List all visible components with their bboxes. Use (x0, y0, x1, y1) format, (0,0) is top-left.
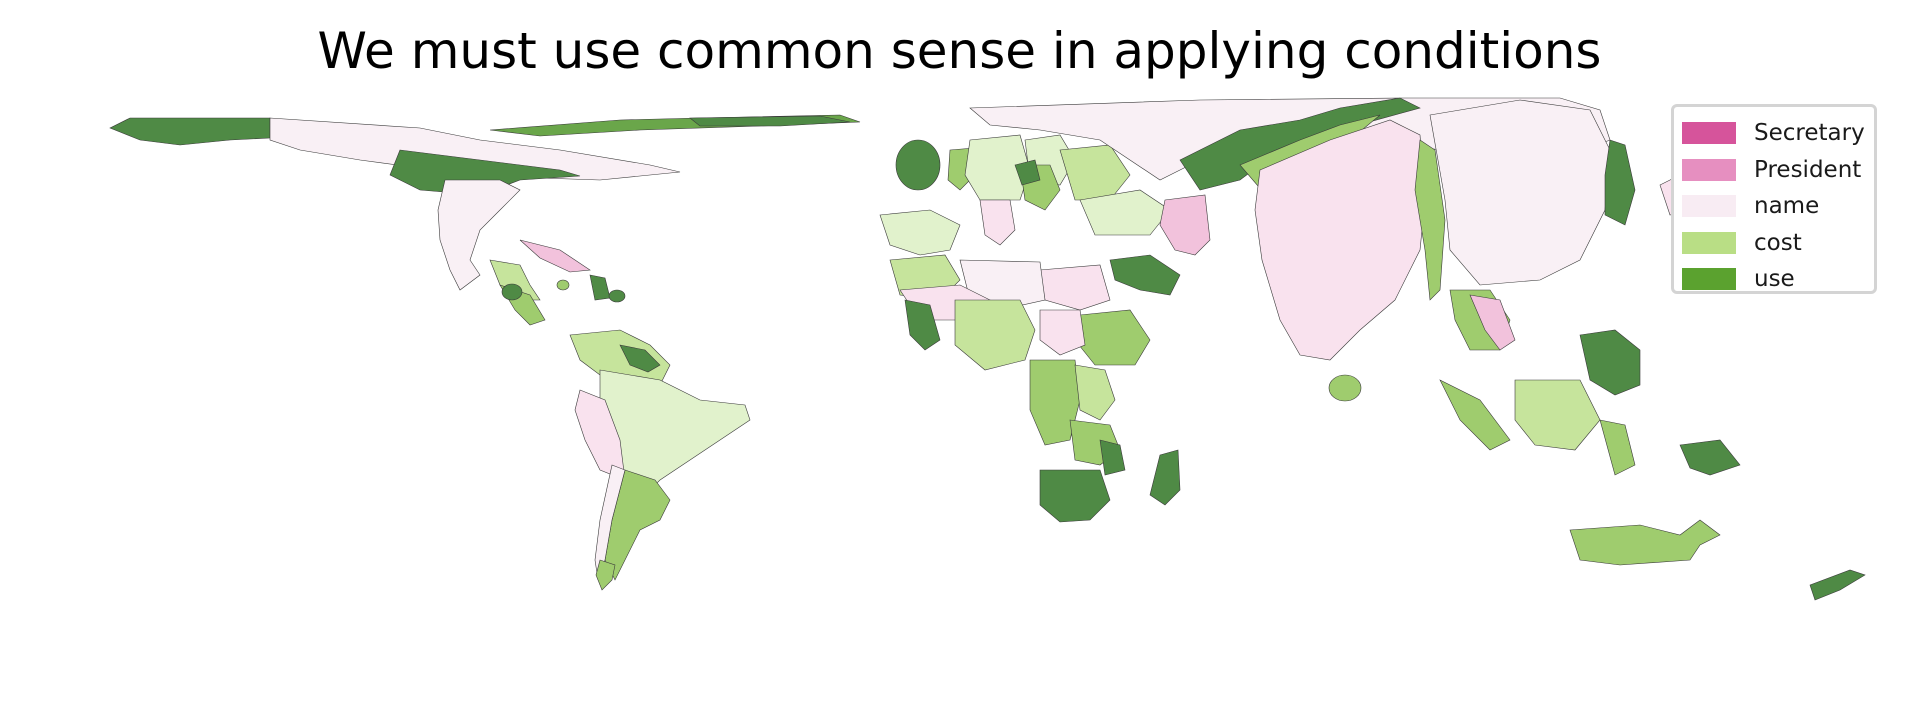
region-philippines (1579, 329, 1641, 396)
legend-swatch-cost (1682, 231, 1736, 254)
region-patagonia (595, 559, 616, 591)
region-canada-north (389, 149, 581, 196)
region-madagascar (1149, 449, 1181, 506)
legend: Secretary President name cost use (1671, 104, 1877, 294)
region-france (879, 209, 961, 256)
region-caribbean-small (608, 289, 626, 303)
legend-label: Secretary (1754, 120, 1865, 147)
region-eastern-eu (1059, 144, 1131, 201)
region-sri-lanka (1328, 374, 1362, 402)
region-caribbean-dark (589, 274, 611, 301)
legend-item-cost: cost (1674, 225, 1874, 262)
region-ethiopia (1074, 309, 1151, 366)
legend-item-president: President (1674, 152, 1874, 189)
region-guyana (619, 344, 661, 373)
region-saudi (1109, 254, 1181, 296)
region-sulawesi (1599, 419, 1636, 476)
region-usa (437, 179, 521, 291)
region-ghana-area (954, 299, 1036, 371)
legend-label: use (1754, 266, 1795, 293)
region-china (1429, 99, 1611, 286)
region-egypt (1039, 264, 1111, 311)
legend-item-use: use (1674, 261, 1874, 298)
legend-swatch-president (1682, 158, 1736, 181)
map-title: We must use common sense in applying con… (317, 22, 1602, 80)
region-korea (1604, 139, 1636, 226)
region-germany (964, 134, 1031, 201)
region-sudan (1039, 309, 1086, 356)
region-west-africa (904, 299, 941, 351)
region-uk (895, 139, 941, 191)
region-bangladesh (1414, 139, 1446, 301)
legend-label: name (1754, 193, 1820, 220)
region-malaysia (1439, 379, 1511, 451)
region-thailand (1469, 294, 1516, 351)
region-india (1254, 119, 1426, 361)
region-canada (269, 117, 681, 181)
region-south-africa (1039, 469, 1111, 523)
region-alaska (109, 117, 271, 146)
region-balkans (1014, 159, 1041, 186)
legend-swatch-secretary (1682, 122, 1736, 145)
region-papua (1679, 439, 1741, 476)
legend-item-secretary: Secretary (1674, 115, 1874, 152)
region-greenland-strip (689, 115, 851, 127)
region-australia (1569, 519, 1721, 566)
legend-label: cost (1754, 229, 1802, 256)
region-italy (979, 199, 1016, 246)
region-turkey (1079, 189, 1171, 236)
legend-swatch-use (1682, 268, 1736, 291)
legend-swatch-name (1682, 195, 1736, 218)
region-caribbean-green (556, 279, 570, 291)
region-congo (1029, 359, 1081, 446)
region-iran (1159, 194, 1211, 256)
region-mozambique (1099, 439, 1126, 476)
region-guatemala (501, 283, 523, 301)
legend-item-name: name (1674, 188, 1874, 225)
region-kenya (1074, 364, 1116, 421)
region-cuba (519, 239, 591, 273)
region-nz (1809, 569, 1866, 601)
legend-label: President (1754, 156, 1862, 183)
region-borneo (1514, 379, 1601, 451)
